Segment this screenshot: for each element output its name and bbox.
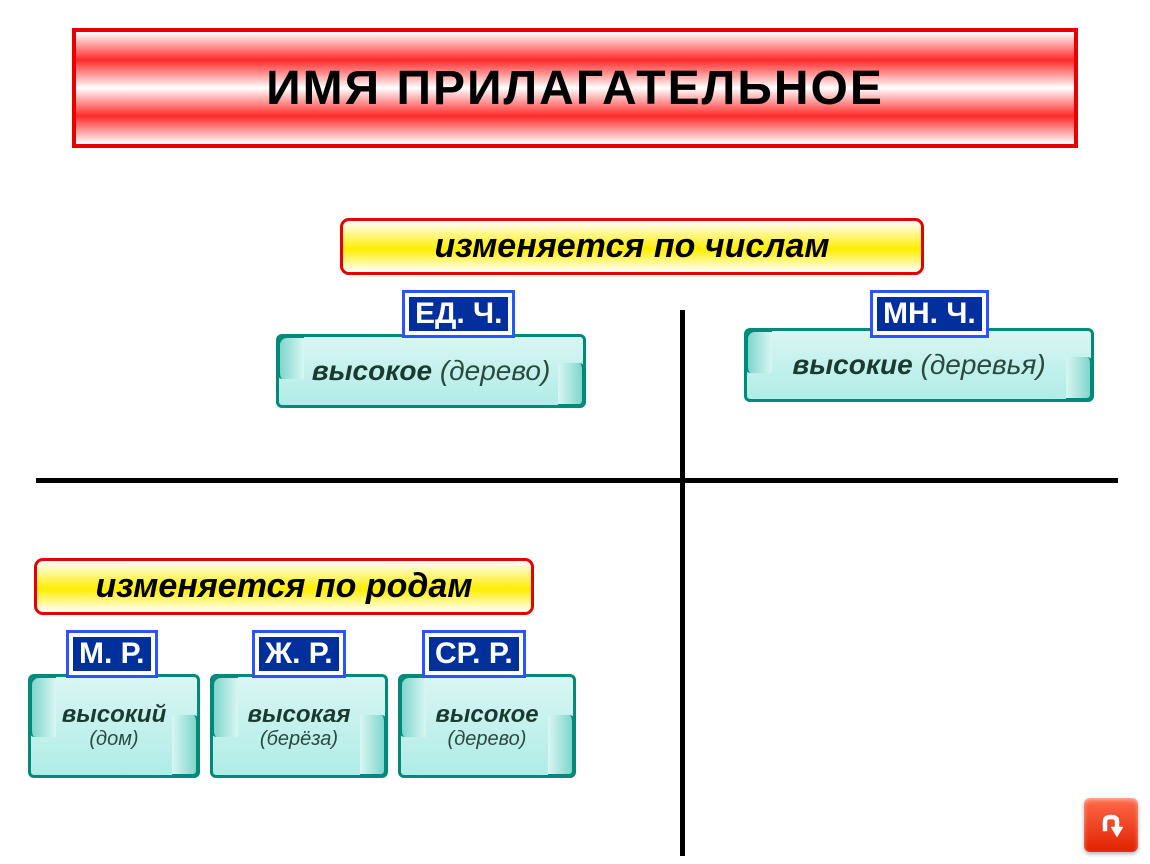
title-banner: ИМЯ ПРИЛАГАТЕЛЬНОЕ bbox=[72, 28, 1078, 148]
back-icon[interactable] bbox=[1084, 798, 1138, 852]
neuter-example-card: высокое (дерево) bbox=[398, 674, 576, 778]
plural-tag-text: МН. Ч. bbox=[883, 297, 976, 331]
masculine-example-text: высокий (дом) bbox=[62, 702, 166, 750]
neuter-example-text: высокое (дерево) bbox=[435, 702, 538, 750]
vertical-divider bbox=[680, 310, 685, 856]
numbers-section-label: изменяется по числам bbox=[340, 218, 924, 275]
feminine-tag: Ж. Р. bbox=[252, 630, 346, 678]
masculine-tag-text: М. Р. bbox=[79, 637, 145, 671]
neuter-tag: СР. Р. bbox=[422, 630, 526, 678]
masculine-tag: М. Р. bbox=[66, 630, 158, 678]
singular-tag: ЕД. Ч. bbox=[402, 290, 515, 338]
plural-example-card: высокие (деревья) bbox=[744, 328, 1094, 402]
neuter-tag-text: СР. Р. bbox=[435, 637, 513, 671]
feminine-tag-text: Ж. Р. bbox=[265, 637, 333, 671]
feminine-example-text: высокая (берёза) bbox=[248, 702, 351, 750]
plural-example-text: высокие (деревья) bbox=[792, 350, 1045, 381]
genders-section-label: изменяется по родам bbox=[34, 558, 534, 615]
singular-example-text: высокое (дерево) bbox=[312, 356, 551, 387]
singular-example-card: высокое (дерево) bbox=[276, 334, 586, 408]
genders-section-text: изменяется по родам bbox=[96, 567, 473, 606]
horizontal-divider bbox=[36, 478, 1118, 483]
masculine-example-card: высокий (дом) bbox=[28, 674, 200, 778]
feminine-example-card: высокая (берёза) bbox=[210, 674, 388, 778]
singular-tag-text: ЕД. Ч. bbox=[415, 297, 502, 331]
plural-tag: МН. Ч. bbox=[870, 290, 989, 338]
u-turn-arrow-icon bbox=[1093, 807, 1129, 843]
numbers-section-text: изменяется по числам bbox=[434, 227, 829, 266]
title-text: ИМЯ ПРИЛАГАТЕЛЬНОЕ bbox=[266, 61, 884, 116]
